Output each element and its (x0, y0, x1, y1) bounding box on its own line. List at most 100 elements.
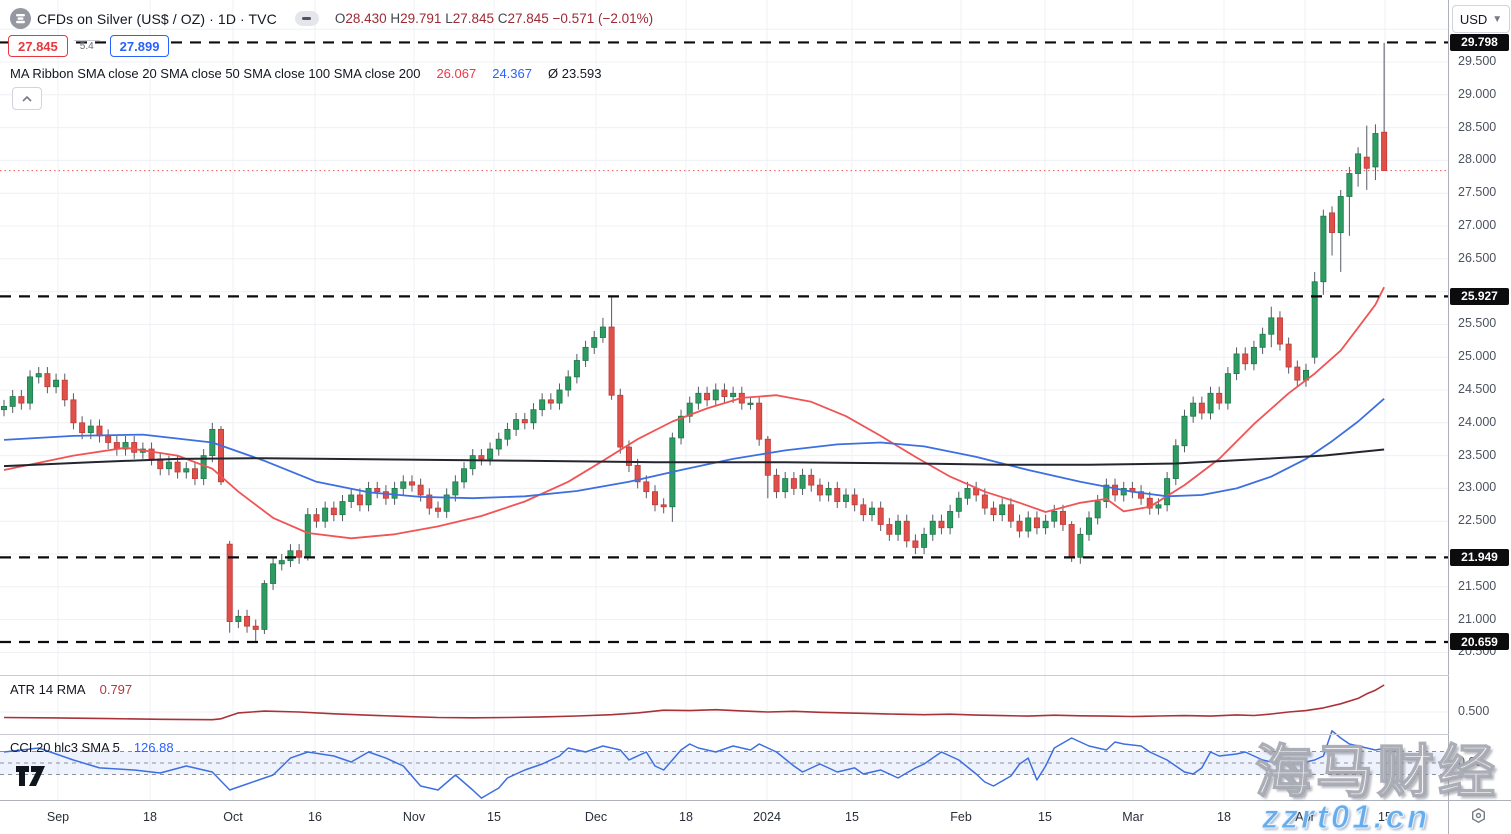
candle-body (808, 474, 815, 486)
candle-body (869, 507, 876, 516)
legend-collapse-button[interactable] (12, 87, 42, 110)
candle-body (122, 442, 129, 450)
candle-body (1146, 497, 1153, 509)
symbol-logo-icon (10, 8, 31, 29)
candle-body (1172, 445, 1179, 479)
candle-body (764, 438, 771, 476)
candle-body (443, 494, 450, 512)
candle-body (955, 497, 962, 512)
candle-body (947, 510, 954, 529)
candle-body (96, 425, 103, 437)
candle-body (625, 446, 632, 466)
candle-body (1077, 533, 1084, 558)
candle-body (903, 520, 910, 542)
candle-body (1320, 215, 1327, 283)
candle-body (704, 392, 711, 401)
candle-body (1363, 156, 1370, 169)
price-tick: 29.000 (1458, 86, 1497, 101)
candle-body (634, 465, 641, 483)
candle-body (174, 461, 181, 473)
candle-body (799, 474, 806, 489)
atr-line[interactable] (3, 684, 1385, 721)
candle-body (408, 481, 415, 486)
candle-body (877, 507, 884, 525)
candle-body (573, 360, 580, 378)
cci-pane-separator[interactable] (0, 734, 1449, 735)
atr-legend: ATR 14 RMA 0.797 (10, 682, 132, 697)
candle-body (287, 550, 294, 561)
candle-body (1112, 484, 1119, 496)
candle-body (1103, 484, 1110, 502)
candle-body (9, 396, 16, 407)
candle-body (504, 428, 511, 440)
candle-body (756, 402, 763, 440)
candle-body (712, 389, 719, 401)
price-tick: 25.500 (1458, 316, 1497, 331)
candle-body (1155, 504, 1162, 509)
candle-body (608, 326, 615, 396)
atr-axis-tick: 0.500 (1458, 704, 1490, 718)
cci-label[interactable]: CCI 20 hlc3 SMA 5 (10, 740, 120, 755)
candle-body (53, 379, 60, 388)
buy-button[interactable]: 27.899 (109, 35, 170, 57)
time-tick: 15 (845, 810, 859, 824)
candle-body (860, 504, 867, 516)
price-tick: 25.000 (1458, 349, 1497, 364)
candle-body (495, 438, 502, 450)
candle-body (895, 520, 902, 535)
time-tick: 18 (143, 810, 157, 824)
cci-axis-tick: 0.00 (1458, 755, 1483, 769)
time-tick: 15 (1038, 810, 1052, 824)
candle-body (1216, 392, 1223, 404)
candle-body (183, 468, 190, 473)
ma-line-sma-50[interactable] (3, 398, 1385, 500)
candle-body (165, 461, 172, 470)
sell-button[interactable]: 27.845 (8, 35, 68, 57)
hide-indicator-icon[interactable] (294, 11, 319, 26)
price-axis[interactable]: USD ▼ 29.500 29.000 28.500 28.000 27.500 27.0… (1449, 0, 1511, 800)
ma-line-sma-200[interactable] (3, 448, 1385, 468)
ma-line-sma-20[interactable] (3, 286, 1385, 540)
price-tag: 20.659 (1450, 633, 1509, 651)
ma-ribbon-label[interactable]: MA Ribbon SMA close 20 SMA close 50 SMA … (10, 66, 421, 81)
candle-body (348, 494, 355, 502)
atr-label[interactable]: ATR 14 RMA (10, 682, 86, 697)
time-axis-border (0, 800, 1511, 801)
candle-body (1016, 520, 1023, 532)
time-axis-settings-icon[interactable] (1470, 807, 1487, 824)
candle-body (469, 455, 476, 470)
candle-body (452, 481, 459, 496)
candle-body (382, 491, 389, 499)
candle-body (816, 484, 823, 496)
tradingview-logo[interactable] (16, 765, 50, 787)
candle-body (278, 560, 285, 565)
atr-pane-separator[interactable] (0, 675, 1449, 676)
candle-body (1068, 524, 1075, 558)
currency-selector[interactable]: USD ▼ (1452, 5, 1510, 33)
candle-body (261, 583, 268, 630)
price-tick: 28.500 (1458, 119, 1497, 134)
time-tick: 18 (679, 810, 693, 824)
candle-body (1381, 131, 1388, 171)
ma-ribbon-legend: MA Ribbon SMA close 20 SMA close 50 SMA … (10, 66, 601, 81)
candle-body (374, 487, 381, 493)
candle-body (660, 504, 667, 508)
price-tick: 27.000 (1458, 218, 1497, 232)
candle-body (539, 399, 546, 411)
cci-line[interactable] (3, 730, 1385, 799)
candle-body (105, 435, 112, 443)
candle-body (547, 399, 554, 404)
symbol-title[interactable]: CFDs on Silver (US$ / OZ) · 1D · TVC (37, 10, 277, 27)
chart-canvas[interactable] (0, 0, 1449, 801)
candle-body (981, 494, 988, 509)
spread-value: 5.4 (73, 40, 100, 52)
candle-body (886, 524, 893, 535)
candle-body (461, 468, 468, 483)
candle-body (825, 487, 832, 496)
time-axis[interactable]: Sep 18 Oct 16 Nov 15 Dec 18 2024 15 Feb 15 Mar 18 Apr 1… (0, 801, 1511, 834)
candle-body (1242, 353, 1249, 365)
candle-body (851, 494, 858, 506)
candle-body (322, 507, 329, 522)
candles (0, 42, 1388, 642)
